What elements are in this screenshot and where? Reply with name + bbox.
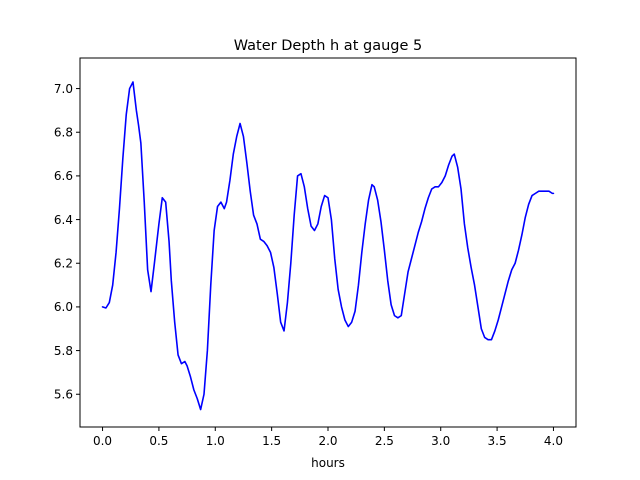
x-tick-label: 1.5: [262, 434, 281, 448]
x-tick-label: 2.5: [375, 434, 394, 448]
chart-title: Water Depth h at gauge 5: [234, 38, 422, 54]
y-tick-label: 6.2: [54, 257, 73, 271]
y-tick-label: 5.6: [54, 388, 73, 402]
y-tick-label: 6.4: [54, 213, 73, 227]
y-tick-label: 6.6: [54, 169, 73, 183]
x-axis: 0.0 0.5 1.0 1.5 2.0 2.5 3.0 3.5 4.0: [93, 427, 563, 448]
x-tick-label: 3.5: [488, 434, 507, 448]
y-tick-label: 6.0: [54, 300, 73, 314]
x-tick-label: 0.0: [93, 434, 112, 448]
x-tick-label: 0.5: [149, 434, 168, 448]
x-tick-label: 3.0: [431, 434, 450, 448]
x-tick-label: 1.0: [206, 434, 225, 448]
y-tick-label: 6.8: [54, 126, 73, 140]
y-axis: 5.6 5.8 6.0 6.2 6.4 6.6 6.8 7.0: [54, 82, 80, 402]
x-tick-label: 4.0: [544, 434, 563, 448]
plot-area: [101, 81, 555, 411]
y-tick-label: 5.8: [54, 344, 73, 358]
water-depth-series-line: [101, 81, 555, 411]
x-tick-label: 2.0: [318, 434, 337, 448]
x-axis-label: hours: [311, 456, 345, 470]
y-tick-label: 7.0: [54, 82, 73, 96]
